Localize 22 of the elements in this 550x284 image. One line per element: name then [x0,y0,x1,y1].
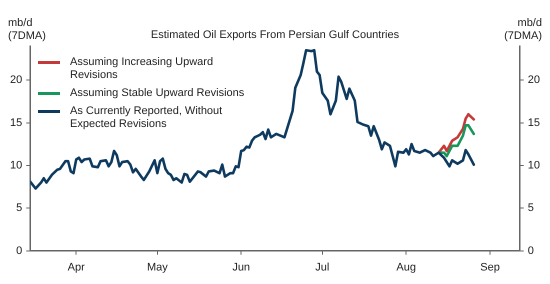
y2-tick-label: 15 [528,116,540,129]
x-tick-label: Aug [396,261,416,274]
x-tick-label: Jul [315,261,330,274]
x-tick-label: Jun [232,261,250,274]
x-tick-label: Apr [68,261,86,274]
y-tick-label: 15 [10,116,22,129]
legend-label: As Currently Reported, Without Expected Revisions [70,105,224,131]
y2-tick-label: 20 [528,74,540,86]
x-tick-label: Sep [480,261,500,274]
y2-tick-label: 10 [528,160,540,172]
legend-label: Assuming Stable Upward Revisions [70,87,246,100]
legend-label: Assuming Increasing Upward Revisions [70,56,214,82]
y2-tick-label: 0 [528,244,534,257]
y-tick-label: 5 [16,202,22,214]
y2-axis-title: mb/d (7DMA) [504,17,542,43]
y-tick-label: 0 [16,244,22,257]
y-tick-label: 20 [10,74,22,86]
y-tick-label: 10 [10,160,22,172]
y-axis-title: mb/d (7DMA) [8,17,46,43]
x-tick-label: May [146,261,168,274]
y2-tick-label: 5 [528,202,534,214]
chart-title: Estimated Oil Exports From Persian Gulf Countries [150,29,400,41]
